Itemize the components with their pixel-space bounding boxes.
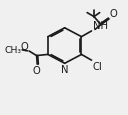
- Text: O: O: [33, 65, 40, 75]
- Text: N: N: [61, 65, 68, 75]
- Text: NH: NH: [93, 21, 108, 31]
- Text: Cl: Cl: [92, 61, 102, 71]
- Text: CH₃: CH₃: [5, 46, 22, 55]
- Text: O: O: [21, 41, 29, 51]
- Text: O: O: [110, 9, 117, 19]
